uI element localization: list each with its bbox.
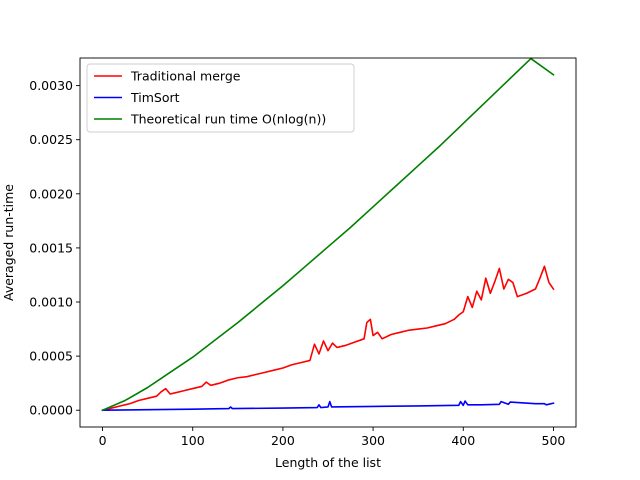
legend-label-traditional-merge: Traditional merge — [130, 69, 241, 84]
x-axis-label: Length of the list — [275, 455, 381, 470]
y-tick-label: 0.0000 — [29, 403, 73, 418]
y-tick-label: 0.0025 — [29, 132, 73, 147]
x-tick-label: 300 — [361, 433, 385, 448]
x-tick-label: 500 — [542, 433, 566, 448]
x-axis-ticks: 0 100 200 300 400 500 — [99, 427, 566, 448]
y-axis-ticks: 0.0000 0.0005 0.0010 0.0015 0.0020 0.0025 0.00… — [29, 78, 80, 418]
legend-label-theoretical-run-time-o-nlog-n: Theoretical run time O(nlog(n)) — [130, 112, 326, 127]
x-tick-label: 0 — [99, 433, 107, 448]
y-tick-label: 0.0030 — [29, 78, 73, 93]
series-line-theoretical-run-time-o-nlog-n — [101, 57, 555, 412]
x-tick-label: 100 — [181, 433, 205, 448]
legend: Traditional merge TimSort Theoretical run … — [86, 63, 355, 133]
series-layer — [101, 57, 555, 412]
plot-frame — [79, 57, 577, 428]
series-line-traditional-merge — [101, 265, 555, 412]
y-tick-label: 0.0020 — [29, 186, 73, 201]
y-tick-label: 0.0010 — [29, 295, 73, 310]
x-tick-label: 400 — [451, 433, 475, 448]
y-axis-label: Averaged run-time — [1, 184, 16, 301]
legend-label-timsort: TimSort — [130, 90, 180, 105]
legend-box — [86, 63, 355, 133]
y-tick-label: 0.0005 — [29, 349, 73, 364]
series-line-timsort — [101, 400, 555, 412]
y-tick-label: 0.0015 — [29, 240, 73, 255]
x-tick-label: 200 — [271, 433, 295, 448]
